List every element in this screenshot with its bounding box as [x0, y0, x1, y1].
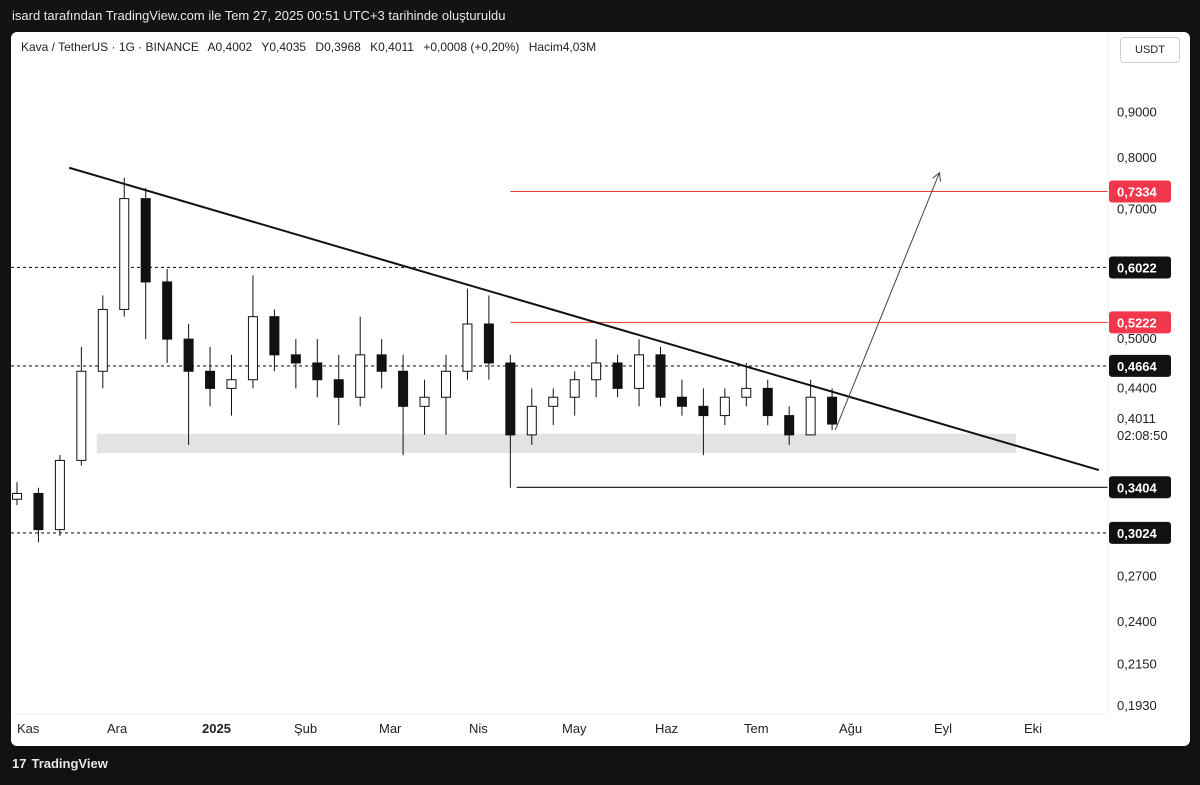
price-level-label: 0,4664 — [1117, 359, 1158, 374]
descending-trendline — [68, 166, 1100, 471]
price-level-label: 0,5222 — [1117, 315, 1157, 330]
y-tick-label: 0,7000 — [1117, 201, 1157, 216]
currency-button[interactable]: USDT — [1120, 37, 1180, 63]
x-tick-label: Haz — [655, 721, 678, 736]
price-level-label: 0,3404 — [1117, 480, 1158, 495]
price-level-badge — [1109, 180, 1171, 203]
legend-open: A0,4002 — [207, 40, 253, 54]
candle-body — [119, 198, 130, 310]
legend-low: D0,3968 — [315, 40, 361, 54]
candle-body — [76, 370, 87, 461]
candle-body — [12, 492, 22, 500]
y-tick-label: 0,9000 — [1117, 105, 1157, 120]
candle-body — [784, 415, 795, 436]
attribution-text: isard tarafından TradingView.com ile Tem… — [12, 8, 506, 23]
x-tick-label: Eki — [1024, 721, 1042, 736]
countdown-label: 02:08:50 — [1117, 428, 1168, 443]
candle-body — [655, 354, 666, 398]
candle-body — [676, 396, 687, 407]
candle-body — [398, 370, 409, 407]
last-price-label: 0,4011 — [1117, 411, 1156, 426]
x-tick-label: Eyl — [934, 721, 952, 736]
x-tick-label: 2025 — [202, 721, 231, 736]
x-tick-label: Kas — [17, 721, 40, 736]
price-level-badge — [1109, 354, 1171, 377]
x-tick-label: Nis — [469, 721, 488, 736]
candle-body — [205, 370, 216, 389]
price-level-badge — [1109, 311, 1171, 334]
x-tick-label: Ağu — [839, 721, 862, 736]
price-level-label: 0,3024 — [1117, 526, 1158, 541]
candle-body — [333, 379, 344, 398]
attribution-bar: isard tarafından TradingView.com ile Tem… — [0, 0, 1200, 32]
candle-body — [762, 387, 773, 417]
candle-body — [698, 405, 709, 417]
candle-body — [805, 396, 816, 436]
candle-body — [54, 459, 65, 531]
tradingview-logo-icon: 17 — [12, 756, 27, 771]
candle-body — [269, 316, 280, 356]
y-tick-label: 0,2400 — [1117, 614, 1157, 629]
candle-body — [226, 379, 237, 389]
projection-arrow-line — [834, 172, 940, 431]
price-level-label: 0,7334 — [1117, 184, 1158, 199]
candle-body — [634, 354, 645, 389]
legend-symbol[interactable]: Kava / TetherUS · 1G · BINANCE — [21, 40, 199, 54]
price-chart[interactable]: 0,9000 0,8000 0,7000 0,5000 0,4400 0,2700 0,24… — [11, 32, 1190, 746]
candle-body — [33, 492, 44, 531]
legend-volume: Hacim4,03M — [528, 40, 597, 54]
tradingview-footer[interactable]: 17 TradingView — [12, 756, 108, 771]
y-tick-label: 0,2150 — [1117, 656, 1157, 671]
x-tick-label: May — [562, 721, 587, 736]
candle-body — [741, 387, 752, 398]
symbol-legend: Kava / TetherUS · 1G · BINANCE A0,4002 Y… — [21, 40, 602, 54]
candle-body — [719, 396, 730, 417]
candle-body — [827, 396, 838, 425]
candle-body — [247, 316, 258, 381]
price-level-label: 0,6022 — [1117, 260, 1157, 275]
candle-body — [355, 354, 366, 398]
candle-body — [290, 354, 301, 364]
legend-close: K0,4011 — [370, 40, 414, 54]
price-level-badge — [1109, 521, 1171, 544]
y-tick-label: 0,5000 — [1117, 331, 1157, 346]
y-tick-label: 0,4400 — [1117, 380, 1157, 395]
candle-body — [376, 354, 387, 372]
candle-body — [162, 281, 173, 340]
footer-brand: TradingView — [31, 756, 108, 771]
candle-body — [548, 396, 559, 407]
x-tick-label: Mar — [379, 721, 402, 736]
price-level-badge — [1109, 476, 1171, 499]
candle-body — [526, 405, 537, 436]
legend-change: +0,0008 (+0,20%) — [423, 40, 520, 54]
x-tick-label: Tem — [744, 721, 769, 736]
support-zone — [96, 433, 1017, 454]
projection-arrow-head — [932, 171, 941, 182]
candle-body — [612, 362, 623, 389]
x-tick-label: Ara — [107, 721, 128, 736]
legend-high: Y0,4035 — [261, 40, 307, 54]
candle-body — [483, 323, 494, 364]
candle-body — [591, 362, 602, 381]
y-tick-label: 0,1930 — [1117, 698, 1157, 713]
chart-panel[interactable]: 0,9000 0,8000 0,7000 0,5000 0,4400 0,2700 0,24… — [11, 32, 1190, 746]
candle-body — [569, 379, 580, 398]
x-tick-label: Şub — [294, 721, 317, 736]
candle-body — [505, 362, 516, 436]
y-tick-label: 0,8000 — [1117, 150, 1157, 165]
candle-body — [312, 362, 323, 381]
price-level-badge — [1109, 256, 1171, 279]
candle-body — [183, 338, 194, 372]
candle-body — [140, 198, 151, 283]
candle-body — [440, 370, 451, 398]
candle-body — [419, 396, 430, 407]
candle-body — [97, 308, 108, 372]
candle-body — [462, 323, 473, 372]
y-tick-label: 0,2700 — [1117, 569, 1157, 584]
